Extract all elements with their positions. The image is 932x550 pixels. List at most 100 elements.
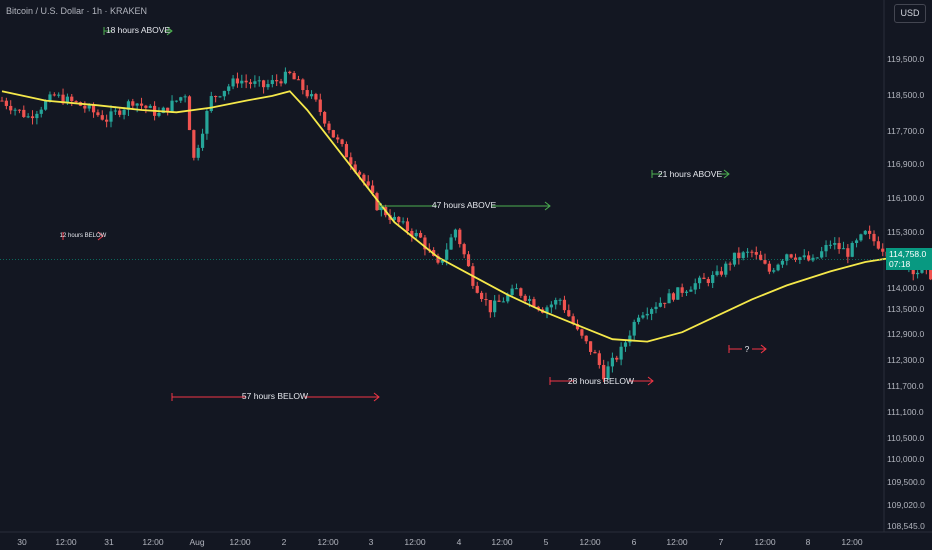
- candle-body: [270, 80, 274, 85]
- candle-body: [440, 259, 444, 263]
- candle-body: [868, 230, 872, 234]
- candle-body: [693, 283, 697, 290]
- candle-body: [118, 110, 122, 115]
- candle-body: [91, 105, 96, 113]
- candle-body: [575, 324, 580, 330]
- candle-body: [628, 335, 632, 343]
- candle-body: [458, 229, 462, 245]
- time-axis-label: 30: [17, 537, 27, 547]
- annotation-arrow-head: [166, 26, 173, 36]
- candle-body: [323, 111, 327, 124]
- candle-body: [349, 157, 353, 165]
- candle-body: [353, 164, 357, 172]
- candle-body: [100, 115, 104, 120]
- candle-body: [279, 81, 283, 84]
- time-axis-label: 12:00: [404, 537, 426, 547]
- candle-body: [445, 249, 449, 260]
- candle-body: [183, 96, 187, 98]
- candle-body: [676, 287, 680, 300]
- candle-body: [671, 293, 676, 300]
- candle-body: [283, 71, 287, 84]
- candle-body: [876, 241, 880, 249]
- candle-body: [113, 110, 117, 112]
- candle-body: [179, 97, 183, 101]
- candle-body: [501, 301, 505, 303]
- candle-body: [859, 234, 863, 241]
- candle-body: [798, 257, 802, 260]
- annotation-label: ?: [744, 344, 750, 354]
- candle-body: [523, 295, 527, 301]
- candle-body: [414, 232, 418, 237]
- candle-body: [61, 94, 65, 104]
- candle-body: [0, 100, 4, 102]
- candle-body: [815, 257, 819, 259]
- candle-body: [105, 119, 109, 122]
- price-axis-label: 118,500.0: [887, 90, 925, 100]
- candle-body: [610, 357, 614, 367]
- candle-body: [4, 100, 8, 106]
- candle-body: [192, 130, 196, 158]
- time-axis-label: 12:00: [55, 537, 77, 547]
- candle-body: [558, 299, 562, 301]
- candle-body: [745, 251, 750, 253]
- candle-body: [336, 137, 340, 140]
- currency-button[interactable]: USD: [894, 4, 926, 23]
- candle-body: [423, 237, 427, 250]
- candle-body: [410, 230, 414, 237]
- candle-body: [702, 277, 706, 280]
- candle-body: [567, 310, 571, 317]
- candle-body: [449, 237, 453, 250]
- candle-body: [741, 252, 745, 259]
- candle-body: [536, 306, 540, 310]
- candle-body: [48, 94, 52, 102]
- time-axis-label: 12:00: [841, 537, 863, 547]
- candle-body: [811, 257, 815, 261]
- candle-body: [872, 233, 876, 242]
- price-axis-label: 112,300.0: [887, 355, 925, 365]
- candle-body: [70, 96, 74, 102]
- candle-body: [480, 292, 484, 300]
- candle-body: [131, 101, 135, 106]
- annotation-arrow-head: [760, 344, 767, 354]
- candle-body: [593, 351, 597, 354]
- price-axis-label: 119,500.0: [887, 54, 925, 64]
- price-axis-label: 114,000.0: [887, 283, 925, 293]
- candle-body: [418, 232, 423, 238]
- time-axis-label: Aug: [189, 537, 205, 547]
- candle-body: [401, 221, 405, 223]
- candle-body: [650, 309, 654, 314]
- candle-body: [506, 294, 510, 302]
- candle-body: [706, 279, 710, 283]
- candle-body: [139, 103, 144, 106]
- candle-body: [772, 270, 776, 272]
- candle-body: [392, 216, 396, 220]
- price-axis-label: 111,100.0: [887, 407, 924, 417]
- candle-body: [292, 73, 296, 80]
- candle-body: [235, 78, 240, 84]
- candle-body: [846, 248, 850, 257]
- last-price-badge: 114,758.0 07:18: [886, 248, 932, 270]
- candle-body: [780, 260, 785, 265]
- candle-body: [30, 116, 35, 119]
- candle-body: [214, 96, 218, 98]
- time-axis-label: 5: [543, 537, 549, 547]
- time-axis-label: 6: [631, 537, 637, 547]
- candle-body: [248, 82, 253, 84]
- candle-body: [26, 116, 30, 118]
- candle-body: [257, 80, 261, 82]
- candle-body: [584, 335, 588, 342]
- time-axis-label: 12:00: [229, 537, 251, 547]
- time-axis-label: 4: [456, 537, 462, 547]
- candle-body: [83, 105, 87, 109]
- time-axis-label: 7: [718, 537, 724, 547]
- candle-body: [405, 221, 410, 231]
- candle-body: [344, 144, 349, 158]
- annotation-label: 47 hours ABOVE: [431, 200, 497, 210]
- candle-body: [200, 133, 205, 148]
- candle-body: [597, 353, 601, 365]
- candle-body: [161, 107, 165, 113]
- candle-body: [17, 109, 22, 111]
- annotation-label: 12 hours BELOW: [59, 233, 107, 239]
- candle-body: [148, 105, 152, 108]
